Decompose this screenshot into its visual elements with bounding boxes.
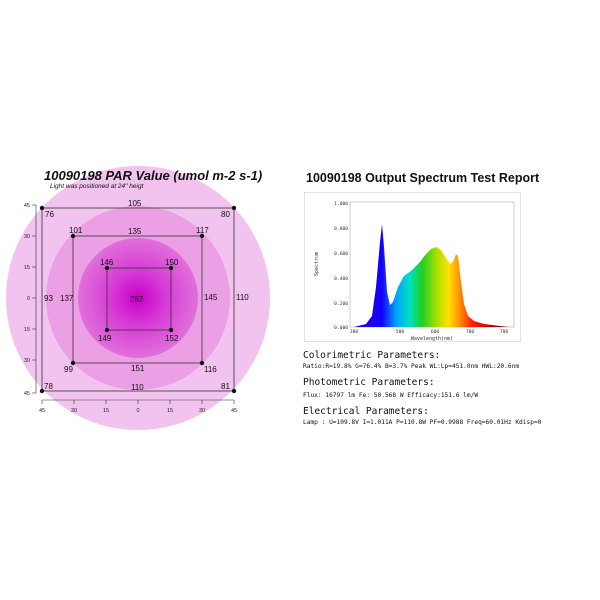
par-value: 117 (196, 226, 209, 235)
spectrum-curve (354, 224, 509, 327)
spectrum-xtick: 380 (350, 329, 359, 335)
point-dot (199, 360, 205, 366)
point-dot (39, 388, 45, 394)
par-value: 76 (45, 210, 54, 219)
point-dot (168, 265, 174, 271)
par-value: 150 (165, 258, 179, 267)
par-value: 146 (100, 258, 114, 267)
y-ruler (32, 204, 37, 394)
point-dot (104, 265, 110, 271)
spectrum-xtick: 500 (396, 329, 405, 335)
colorimetric-values: Ratio:R=19.8% G=76.4% B=3.7% Peak WL:Lp=… (303, 363, 520, 370)
par-value: 81 (221, 382, 230, 391)
photometric-heading: Photometric Parameters: (303, 377, 435, 388)
par-value: 110 (131, 383, 144, 392)
par-value: 105 (128, 199, 142, 208)
spectrum-ytick: 0.800 (334, 226, 348, 232)
x-tick: 45 (231, 408, 237, 414)
spectrum-ytick: 0.400 (334, 276, 348, 282)
spectrum-xlabel: Wavelength(nm) (411, 336, 453, 342)
y-tick: 45 (24, 391, 30, 397)
x-tick: 30 (199, 408, 205, 414)
y-tick: 45 (24, 203, 30, 209)
y-tick: 30 (24, 234, 30, 240)
spectrum-ytick: 1.000 (334, 201, 348, 207)
point-dot (104, 327, 110, 333)
x-tick: 15 (167, 408, 173, 414)
colorimetric-heading: Colorimetric Parameters: (303, 350, 441, 361)
par-value: 93 (44, 294, 53, 303)
electrical-heading: Electrical Parameters: (303, 406, 429, 417)
x-tick: 0 (136, 408, 139, 414)
spectrum-ytick: 0.200 (334, 301, 348, 307)
point-dot (39, 205, 45, 211)
spectrum-xtick: 700 (466, 329, 475, 335)
par-title: 10090198 PAR Value (umol m-2 s-1) (44, 168, 263, 183)
par-value: 116 (204, 365, 217, 374)
grid-square-mid (72, 235, 203, 364)
spectrum-chart: 1.000 0.800 0.600 0.400 0.200 0.000 380 … (304, 192, 521, 342)
y-tick: 15 (24, 265, 30, 271)
par-value: 151 (131, 364, 145, 373)
par-value: 137 (60, 294, 74, 303)
measurement-dots (39, 205, 237, 394)
par-value: 152 (165, 334, 179, 343)
par-value: 110 (236, 293, 249, 302)
point-dot (199, 233, 205, 239)
par-value: 149 (98, 334, 112, 343)
par-value: 267 (130, 295, 144, 304)
point-dot (70, 360, 76, 366)
y-tick: 0 (27, 296, 30, 302)
point-dot (231, 388, 237, 394)
electrical-values: Lamp : U=109.8V I=1.011A P=110.8W PF=0.9… (303, 419, 542, 426)
par-value: 80 (221, 210, 230, 219)
par-value: 78 (44, 382, 53, 391)
x-tick: 30 (71, 408, 77, 414)
x-tick: 45 (39, 408, 45, 414)
spectrum-ytick: 0.000 (334, 325, 348, 331)
par-value: 101 (69, 226, 83, 235)
x-tick: 15 (103, 408, 109, 414)
par-subtitle: Light was positioned at 24" heigt (50, 183, 144, 190)
par-value: 99 (64, 365, 73, 374)
x-ruler (41, 399, 235, 404)
y-tick: 15 (24, 327, 30, 333)
spectrum-xtick: 600 (431, 329, 440, 335)
report-title: 10090198 Output Spectrum Test Report (306, 171, 540, 185)
point-dot (70, 233, 76, 239)
spectrum-ylabel: Spectrum (314, 252, 320, 276)
point-dot (168, 327, 174, 333)
grid-square-outer (41, 207, 235, 392)
spectrum-xtick: 780 (500, 329, 509, 335)
grid-square-inner (106, 267, 172, 331)
photometric-values: Flux: 16797 lm Fe: 50.568 W Efficacy:151… (303, 392, 479, 399)
y-tick: 30 (24, 358, 30, 364)
spectrum-ytick: 0.600 (334, 251, 348, 257)
par-value: 145 (204, 293, 218, 302)
par-value: 135 (128, 227, 142, 236)
point-dot (231, 205, 237, 211)
